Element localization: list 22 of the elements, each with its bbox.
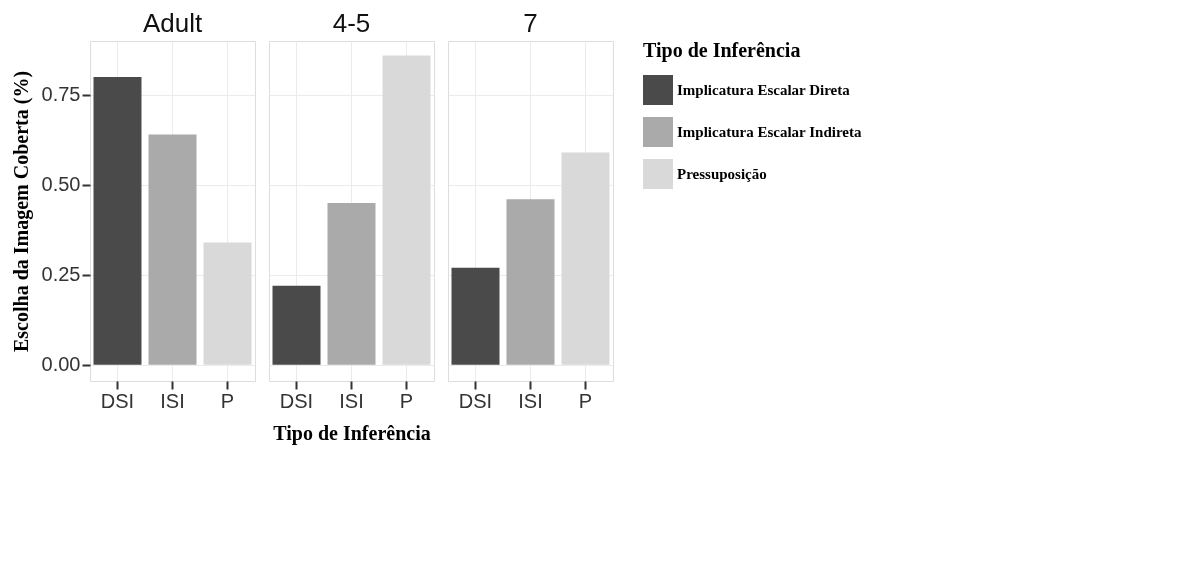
x-axis-title: Tipo de Inferência <box>273 421 431 445</box>
legend-label: Pressuposição <box>677 166 767 182</box>
chart-title: 7 <box>523 8 538 38</box>
x-tick-label: DSI <box>458 389 493 412</box>
legend-label: Implicatura Escalar Direta <box>677 82 851 98</box>
x-tick-label: P <box>578 389 593 412</box>
x-tick-label: ISI <box>339 389 364 412</box>
x-tick-label: P <box>220 389 235 412</box>
chart-title: Adult <box>142 8 203 38</box>
y-tick-label: 0.00 <box>41 353 81 376</box>
y-tick-label: 0.50 <box>41 173 81 196</box>
x-tick-label: DSI <box>100 389 135 412</box>
x-tick-label: DSI <box>279 389 314 412</box>
x-tick-label: ISI <box>160 389 185 412</box>
y-tick-label: 0.25 <box>41 263 81 286</box>
legend-title: Tipo de Inferência <box>643 39 801 62</box>
chart-title: 4-5 <box>332 8 371 38</box>
y-tick-label: 0.75 <box>41 83 81 106</box>
legend-label: Implicatura Escalar Indireta <box>677 124 862 140</box>
x-tick-label: ISI <box>518 389 543 412</box>
x-tick-label: P <box>399 389 414 412</box>
y-axis-title: Escolha da Imagem Coberta (%) <box>9 70 33 353</box>
